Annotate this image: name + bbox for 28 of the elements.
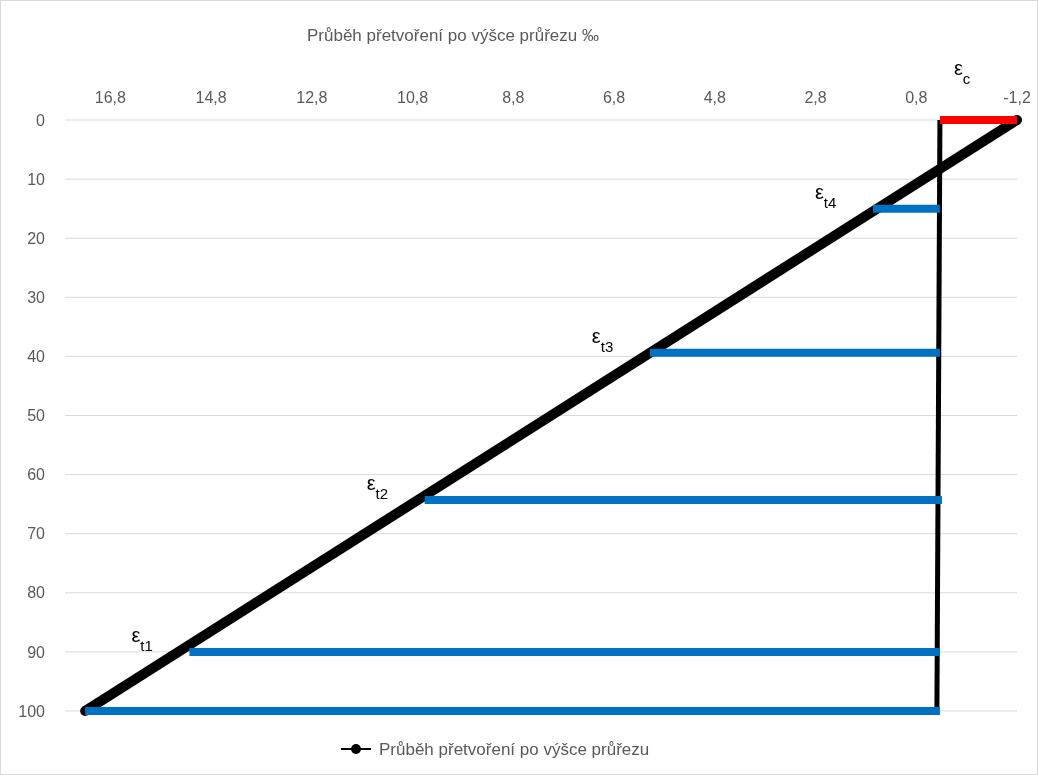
y-tick-label: 90 xyxy=(27,643,46,661)
text: ε$_{c}$ xyxy=(953,57,971,87)
annotation: ε$_{t4}$ xyxy=(814,180,837,211)
y-tick-label: 60 xyxy=(27,466,46,484)
y-tick-label: 20 xyxy=(27,229,46,247)
chart-title: Průběh přetvoření po výšce průřezu ‰ xyxy=(307,26,599,45)
y-tick-label: 40 xyxy=(27,348,46,365)
legend-label: Průběh přetvoření po výšce průřezu xyxy=(379,739,650,759)
x-tick-label: 14,8 xyxy=(195,89,227,106)
x-tick-label: 2,8 xyxy=(804,89,827,106)
y-tick-label: 50 xyxy=(27,407,46,425)
x-tick-label: 16,8 xyxy=(94,89,127,106)
annotation: ε$_{t3}$ xyxy=(591,324,614,355)
y-tick-label: 30 xyxy=(27,288,46,306)
x-tick-label: -1,2 xyxy=(1003,89,1031,106)
x-tick-label: 0,8 xyxy=(905,89,928,106)
y-tick-label: 70 xyxy=(27,525,46,543)
x-tick-label: 8,8 xyxy=(502,89,525,106)
y-tick-label: 80 xyxy=(27,584,46,602)
x-tick-label: 10,8 xyxy=(396,89,429,106)
y-tick-label: 0 xyxy=(36,111,46,129)
x-tick-label: 12,8 xyxy=(296,89,328,106)
x-tick-label: 4,8 xyxy=(703,89,726,106)
annotation: ε$_{t2}$ xyxy=(366,472,389,502)
x-tick-label: 6,8 xyxy=(602,89,626,106)
annotation: ε$_{t1}$ xyxy=(131,623,153,654)
y-tick-label: 100 xyxy=(18,702,46,720)
y-tick-label: 10 xyxy=(27,170,46,188)
